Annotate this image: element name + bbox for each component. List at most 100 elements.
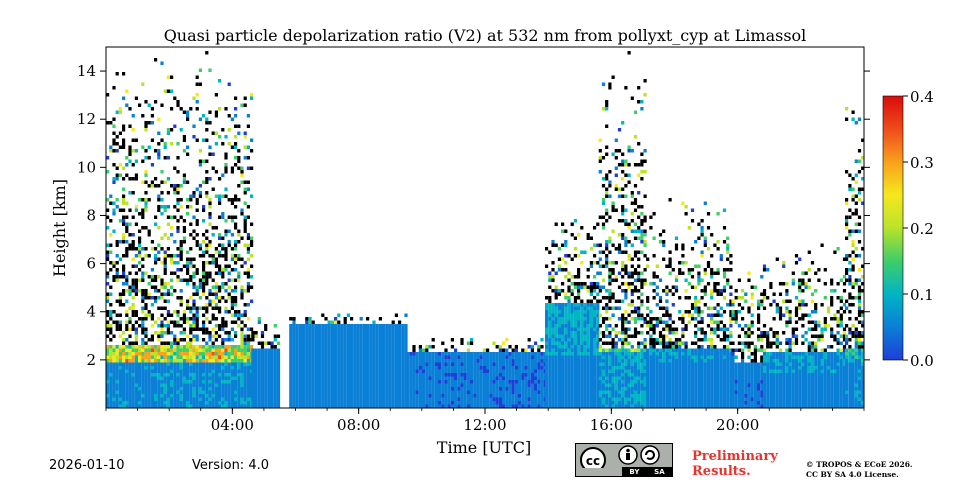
heatmap-cell — [295, 348, 299, 352]
heatmap-cell — [163, 387, 167, 391]
heatmap-cell — [237, 278, 241, 282]
heatmap-cell — [179, 289, 183, 293]
heatmap-cell — [593, 317, 597, 321]
heatmap-cell — [570, 317, 574, 321]
heatmap-cell — [391, 401, 395, 405]
heatmap-cell — [601, 317, 606, 321]
heatmap-cell — [366, 404, 370, 408]
heatmap-cell — [115, 327, 119, 331]
heatmap-cell — [447, 394, 451, 398]
heatmap-cell — [401, 390, 405, 394]
heatmap-cell — [412, 387, 416, 391]
heatmap-cell — [186, 366, 190, 370]
heatmap-cell — [356, 327, 360, 331]
heatmap-cell — [154, 362, 158, 366]
heatmap-cell — [157, 359, 161, 363]
heatmap-cell — [160, 373, 164, 377]
heatmap-cell — [366, 345, 370, 349]
heatmap-cell — [527, 355, 531, 359]
heatmap-cell — [343, 383, 347, 387]
heatmap-cell — [257, 348, 261, 352]
heatmap-cell — [198, 373, 202, 377]
heatmap-cell — [580, 310, 584, 314]
heatmap-cell — [362, 338, 366, 342]
heatmap-cell — [362, 362, 366, 366]
heatmap-cell — [554, 313, 558, 317]
heatmap-cell — [125, 275, 129, 279]
heatmap-cell — [122, 348, 126, 352]
heatmap-cell — [637, 313, 641, 317]
heatmap-cell — [163, 264, 167, 268]
heatmap-cell — [466, 352, 470, 356]
heatmap-cell — [260, 383, 265, 387]
heatmap-cell — [362, 327, 366, 331]
heatmap-cell — [141, 345, 145, 349]
heatmap-cell — [318, 373, 322, 377]
heatmap-cell — [230, 362, 234, 366]
heatmap-cell — [186, 303, 190, 307]
heatmap-cell — [118, 299, 122, 303]
heatmap-cell — [198, 163, 202, 167]
heatmap-cell — [298, 362, 302, 366]
heatmap-cell — [630, 390, 634, 394]
heatmap-cell — [418, 366, 422, 370]
heatmap-cell — [106, 93, 110, 97]
heatmap-cell — [409, 376, 413, 380]
heatmap-cell — [369, 401, 373, 405]
heatmap-cell — [406, 362, 410, 366]
heatmap-cell — [131, 233, 135, 237]
heatmap-cell — [324, 383, 328, 387]
heatmap-cell — [138, 243, 142, 247]
heatmap-cell — [404, 341, 408, 345]
heatmap-cell — [270, 362, 274, 366]
heatmap-cell — [340, 327, 344, 331]
heatmap-cell — [192, 334, 196, 338]
heatmap-cell — [163, 292, 167, 296]
heatmap-cell — [308, 394, 312, 398]
heatmap-cell — [150, 387, 154, 391]
heatmap-cell — [179, 397, 183, 401]
heatmap-cell — [295, 404, 299, 408]
heatmap-cell — [350, 383, 354, 387]
heatmap-cell — [305, 373, 309, 377]
heatmap-cell — [621, 212, 625, 216]
heatmap-cell — [198, 296, 202, 300]
heatmap-cell — [186, 306, 190, 310]
heatmap-cell — [157, 348, 161, 352]
heatmap-cell — [160, 390, 164, 394]
heatmap-cell — [557, 348, 561, 352]
heatmap-cell — [441, 373, 445, 377]
heatmap-cell — [375, 394, 379, 398]
heatmap-cell — [353, 345, 357, 349]
heatmap-cell — [593, 331, 597, 335]
heatmap-cell — [246, 362, 250, 366]
heatmap-cell — [205, 159, 209, 163]
heatmap-cell — [398, 397, 402, 401]
heatmap-cell — [567, 373, 571, 377]
heatmap-cell — [350, 404, 354, 408]
heatmap-cell — [617, 355, 622, 359]
heatmap-cell — [131, 303, 135, 307]
heatmap-cell — [227, 380, 231, 384]
heatmap-cell — [391, 345, 395, 349]
heatmap-cell — [418, 359, 422, 363]
heatmap-cell — [476, 380, 480, 384]
heatmap-cell — [567, 341, 571, 345]
heatmap-cell — [144, 404, 148, 408]
heatmap-cell — [170, 397, 174, 401]
heatmap-cell — [131, 163, 135, 167]
heatmap-cell — [596, 310, 600, 314]
heatmap-cell — [173, 261, 177, 265]
heatmap-cell — [195, 397, 199, 401]
heatmap-cell — [611, 376, 615, 380]
heatmap-cell — [479, 394, 483, 398]
heatmap-cell — [189, 366, 193, 370]
heatmap-cell — [211, 359, 215, 363]
heatmap-cell — [195, 93, 199, 97]
heatmap-cell — [356, 324, 360, 328]
heatmap-cell — [195, 100, 199, 104]
heatmap-cell — [466, 369, 470, 373]
heatmap-cell — [630, 149, 634, 153]
heatmap-cell — [311, 320, 315, 324]
heatmap-cell — [205, 369, 209, 373]
